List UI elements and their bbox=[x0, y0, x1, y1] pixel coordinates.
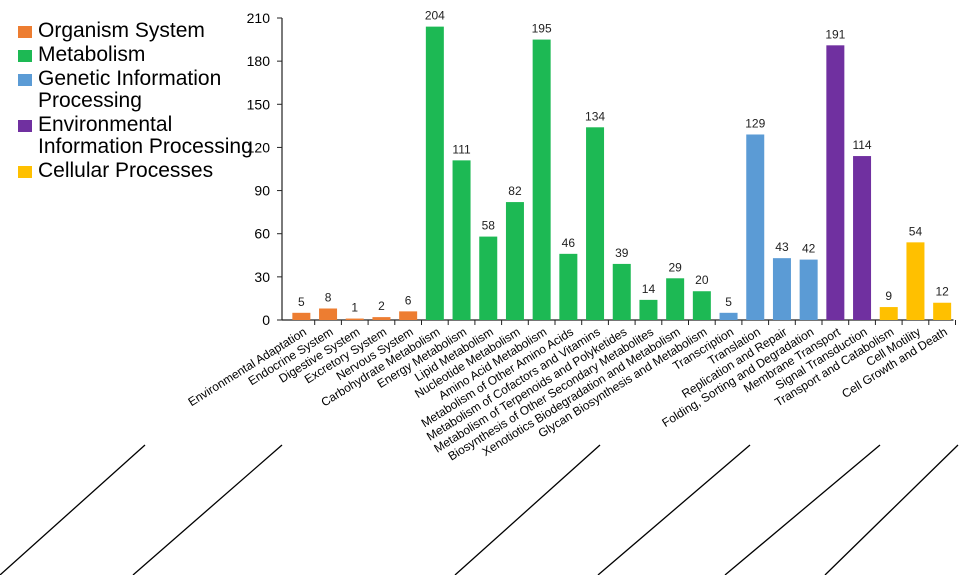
y-tick-label: 30 bbox=[254, 269, 270, 285]
bar bbox=[425, 26, 444, 320]
data-label: 204 bbox=[425, 9, 445, 23]
data-label: 58 bbox=[482, 219, 496, 233]
legend-item: Metabolism bbox=[14, 44, 274, 66]
bar bbox=[532, 39, 551, 320]
legend-swatch bbox=[18, 50, 32, 62]
legend-swatch bbox=[18, 74, 32, 86]
data-label: 8 bbox=[325, 290, 332, 304]
bar bbox=[853, 156, 872, 320]
data-label: 2 bbox=[378, 299, 385, 313]
bar bbox=[372, 317, 391, 320]
bar bbox=[452, 160, 471, 320]
bar bbox=[933, 302, 952, 320]
data-label: 114 bbox=[852, 138, 871, 152]
data-label: 1 bbox=[351, 301, 358, 315]
legend-label: Metabolism bbox=[38, 43, 146, 66]
data-label: 12 bbox=[935, 285, 949, 299]
bar bbox=[319, 308, 338, 320]
group-divider bbox=[454, 444, 601, 575]
bar bbox=[479, 236, 498, 320]
group-divider bbox=[724, 444, 881, 575]
bar bbox=[799, 259, 818, 320]
bar bbox=[772, 258, 791, 320]
data-label: 5 bbox=[298, 295, 305, 309]
y-tick-label: 90 bbox=[254, 183, 270, 199]
y-tick-label: 120 bbox=[247, 139, 271, 155]
bar bbox=[719, 312, 738, 320]
bar bbox=[692, 291, 711, 320]
bar bbox=[586, 127, 605, 321]
data-label: 191 bbox=[825, 27, 845, 41]
data-label: 46 bbox=[562, 236, 576, 250]
data-label: 9 bbox=[885, 289, 892, 303]
y-tick-label: 0 bbox=[262, 312, 270, 328]
bar bbox=[399, 311, 418, 320]
bar bbox=[292, 312, 311, 320]
data-label: 5 bbox=[725, 295, 732, 309]
legend-item: Organism System bbox=[14, 20, 274, 42]
legend-label: Genetic Information Processing bbox=[38, 67, 222, 112]
bar bbox=[505, 202, 524, 320]
bar bbox=[879, 307, 898, 320]
bar bbox=[826, 45, 845, 320]
legend-swatch bbox=[18, 166, 32, 178]
data-label: 42 bbox=[802, 242, 816, 256]
legend-item: Environmental Information Processing bbox=[14, 114, 274, 158]
data-label: 14 bbox=[642, 282, 656, 296]
y-tick-label: 180 bbox=[247, 53, 271, 69]
bar bbox=[639, 299, 658, 320]
data-label: 54 bbox=[909, 224, 923, 238]
legend-item: Cellular Processes bbox=[14, 160, 274, 182]
y-tick-label: 150 bbox=[247, 96, 271, 112]
group-divider bbox=[0, 444, 146, 575]
bar bbox=[612, 263, 631, 320]
legend-swatch bbox=[18, 26, 32, 38]
y-tick-label: 60 bbox=[254, 226, 270, 242]
data-label: 20 bbox=[695, 273, 709, 287]
data-label: 43 bbox=[775, 240, 789, 254]
legend: Organism System Metabolism Genetic Infor… bbox=[14, 20, 274, 184]
legend-item: Genetic Information Processing bbox=[14, 68, 274, 112]
bar bbox=[559, 253, 578, 320]
data-label: 39 bbox=[615, 246, 629, 260]
data-label: 29 bbox=[668, 260, 682, 274]
bar bbox=[666, 278, 685, 320]
group-divider bbox=[132, 444, 283, 575]
data-label: 111 bbox=[452, 142, 471, 156]
data-label: 129 bbox=[745, 116, 765, 130]
bar bbox=[746, 134, 765, 320]
legend-swatch bbox=[18, 120, 32, 132]
y-tick-label: 210 bbox=[247, 10, 271, 26]
legend-label: Organism System bbox=[38, 19, 205, 42]
bar bbox=[345, 318, 364, 320]
data-label: 195 bbox=[532, 22, 552, 36]
data-label: 82 bbox=[508, 184, 522, 198]
bar bbox=[906, 242, 925, 320]
group-divider bbox=[824, 444, 959, 575]
data-label: 6 bbox=[405, 293, 412, 307]
legend-label: Cellular Processes bbox=[38, 159, 214, 182]
group-divider bbox=[597, 444, 751, 575]
data-label: 134 bbox=[585, 109, 605, 123]
legend-label: Environmental Information Processing bbox=[38, 113, 253, 158]
